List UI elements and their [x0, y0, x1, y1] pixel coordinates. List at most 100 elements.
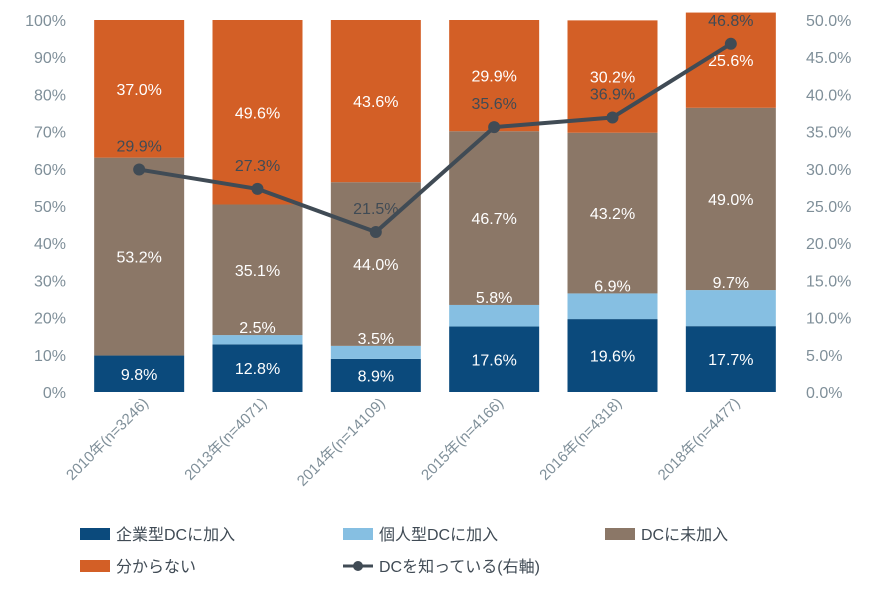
y-left-tick-label: 90%	[34, 50, 66, 67]
y-left-tick-label: 70%	[34, 125, 66, 142]
bar-segment	[212, 344, 303, 392]
y-axis-left: 0% 10% 20% 30% 40% 50% 60% 70% 80% 90% 100%	[25, 13, 66, 402]
bar-segment	[567, 293, 658, 320]
line-point	[724, 37, 737, 50]
bar-segment	[94, 157, 185, 356]
bar-data-label: 43.6%	[353, 94, 398, 111]
line-data-label: 36.9%	[590, 86, 635, 103]
y-right-tick-label: 30.0%	[806, 162, 851, 179]
bar-data-label: 37.0%	[116, 82, 161, 99]
y-right-tick-label: 0.0%	[806, 385, 842, 402]
y-left-tick-label: 0%	[43, 385, 66, 402]
bar-data-label: 9.8%	[121, 367, 157, 384]
x-tick-label: 2015年(n=4166)	[418, 395, 507, 484]
legend-label: 分からない	[116, 558, 196, 576]
line-data-label: 46.8%	[708, 13, 753, 30]
line-series: 29.9% 27.3% 21.5% 35.6% 36.9% 46.8%	[116, 13, 754, 239]
bar-segment	[449, 326, 540, 392]
y-left-tick-label: 10%	[34, 348, 66, 365]
legend-label: 個人型DCに加入	[379, 526, 498, 544]
y-left-tick-label: 50%	[34, 199, 66, 216]
bar-data-label: 29.9%	[471, 69, 516, 86]
line-point	[488, 121, 501, 134]
bar-segment	[567, 319, 658, 392]
bar-data-label: 35.1%	[235, 263, 280, 280]
bar-segment	[567, 132, 658, 294]
bar-data-label: 49.6%	[235, 105, 280, 122]
legend-label: DCに未加入	[641, 526, 728, 544]
line-data-label: 27.3%	[235, 158, 280, 175]
y-right-tick-label: 20.0%	[806, 236, 851, 253]
bar-segment	[449, 20, 540, 132]
bar-data-label: 46.7%	[471, 211, 516, 228]
y-right-tick-label: 50.0%	[806, 13, 851, 30]
bar-data-label: 30.2%	[590, 70, 635, 87]
x-axis: 2010年(n=3246) 2013年(n=4071) 2014年(n=14109)…	[63, 395, 744, 490]
bar-segment	[685, 290, 776, 327]
bar-segment	[330, 182, 421, 346]
bar-segment	[330, 358, 421, 392]
legend-swatch	[80, 560, 110, 572]
legend-swatch	[343, 528, 373, 540]
y-right-tick-label: 35.0%	[806, 125, 851, 142]
bar-data-label: 43.2%	[590, 206, 635, 223]
bar-segment	[685, 326, 776, 392]
y-right-tick-label: 25.0%	[806, 199, 851, 216]
x-tick-label: 2013年(n=4071)	[181, 395, 270, 484]
line-point	[369, 226, 382, 239]
y-left-tick-label: 80%	[34, 87, 66, 104]
bar-segment	[212, 204, 303, 336]
line-point	[606, 111, 619, 124]
bar-segment	[330, 345, 421, 359]
y-left-tick-label: 60%	[34, 162, 66, 179]
y-left-tick-label: 100%	[25, 13, 66, 30]
line-data-label: 35.6%	[471, 96, 516, 113]
x-tick-label: 2016年(n=4318)	[536, 395, 625, 484]
bars	[94, 12, 776, 392]
y-right-tick-label: 40.0%	[806, 87, 851, 104]
bar-data-label: 17.6%	[471, 352, 516, 369]
line-point	[251, 182, 264, 195]
bar-data-label: 17.7%	[708, 352, 753, 369]
y-axis-right: 0.0% 5.0% 10.0% 15.0% 20.0% 25.0% 30.0% 35.0% 40…	[806, 13, 851, 402]
line-path	[138, 42, 732, 235]
x-tick-label: 2010年(n=3246)	[63, 395, 152, 484]
bar-labels: 9.8% 53.2% 37.0% 12.8% 2.5% 35.1% 49.6% 8.9% 3.5…	[116, 53, 753, 385]
legend-label: 企業型DCに加入	[116, 526, 235, 544]
y-left-tick-label: 40%	[34, 236, 66, 253]
legend-swatch	[605, 528, 635, 540]
bar-data-label: 5.8%	[476, 290, 512, 307]
bar-data-label: 44.0%	[353, 257, 398, 274]
bar-data-label: 19.6%	[590, 349, 635, 366]
line-point	[133, 163, 146, 176]
legend-line-marker	[353, 561, 363, 571]
y-left-tick-label: 30%	[34, 273, 66, 290]
bar-data-label: 8.9%	[358, 368, 394, 385]
bar-segment	[449, 304, 540, 327]
bar-segment	[212, 335, 303, 345]
y-right-tick-label: 5.0%	[806, 348, 842, 365]
bar-data-label: 3.5%	[358, 331, 394, 348]
bar-segment	[685, 107, 776, 291]
bar-data-label: 12.8%	[235, 361, 280, 378]
bar-data-label: 9.7%	[713, 275, 749, 292]
bar-segment	[330, 20, 421, 183]
bar-data-label: 49.0%	[708, 192, 753, 209]
y-right-tick-label: 10.0%	[806, 311, 851, 328]
bar-segment	[94, 20, 185, 158]
x-tick-label: 2018年(n=4477)	[655, 395, 744, 484]
x-tick-label: 2014年(n=14109)	[294, 395, 389, 490]
line-data-label: 29.9%	[116, 139, 161, 156]
bar-segment	[94, 355, 185, 392]
bar-segment	[212, 20, 303, 205]
y-right-tick-label: 45.0%	[806, 50, 851, 67]
bar-data-label: 2.5%	[239, 320, 275, 337]
bar-data-label: 6.9%	[594, 278, 630, 295]
bar-data-label: 25.6%	[708, 53, 753, 70]
y-left-tick-label: 20%	[34, 311, 66, 328]
bar-data-label: 53.2%	[116, 250, 161, 267]
legend-label: DCを知っている(右軸)	[379, 558, 540, 576]
legend-swatch	[80, 528, 110, 540]
